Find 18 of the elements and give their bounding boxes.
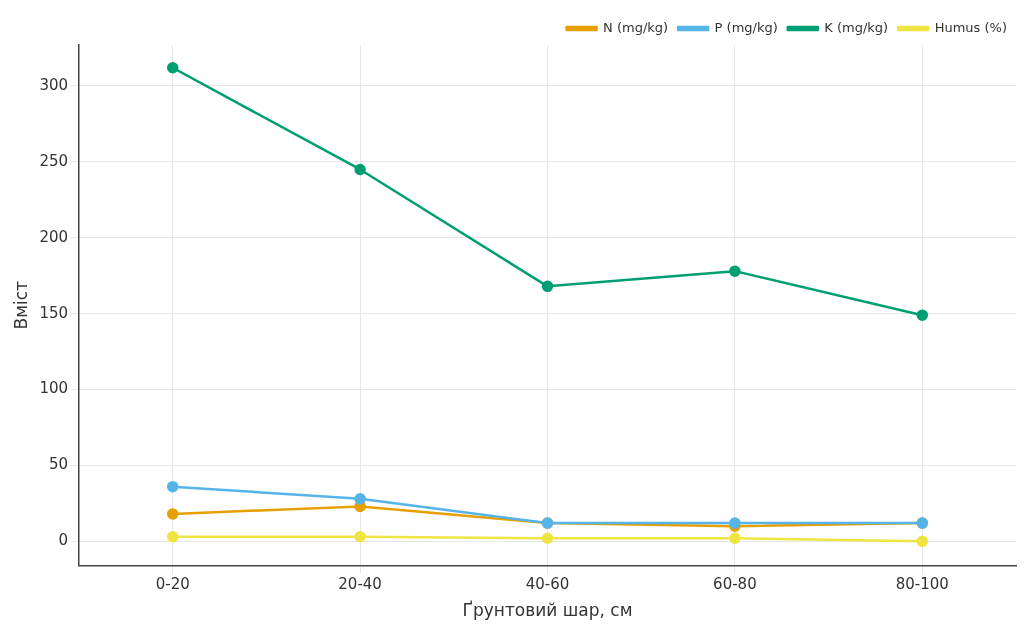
y-tick-label: 200 (39, 227, 69, 246)
legend-label: N (mg/kg) (603, 19, 669, 35)
y-tick-label: 50 (48, 455, 69, 474)
y-tick-label: 250 (39, 151, 69, 170)
x-tick-label: 0-20 (155, 575, 190, 594)
x-tick-label: 40-60 (525, 575, 570, 594)
y-tick-label: 300 (39, 75, 69, 94)
y-tick-label: 0 (58, 531, 69, 550)
x-tick-label: 80-100 (895, 575, 949, 594)
x-tick-label: 60-80 (713, 575, 757, 594)
x-axis-title: Ґрунтовий шар, см (462, 600, 633, 621)
y-tick-label: 150 (39, 303, 69, 322)
legend-label: Humus (%) (934, 19, 1008, 35)
legend-label: K (mg/kg) (824, 19, 889, 35)
legend-label: P (mg/kg) (714, 19, 778, 35)
y-tick-label: 100 (39, 379, 69, 398)
y-axis-title: Вміст (10, 280, 31, 330)
x-tick-label: 20-40 (338, 575, 382, 594)
